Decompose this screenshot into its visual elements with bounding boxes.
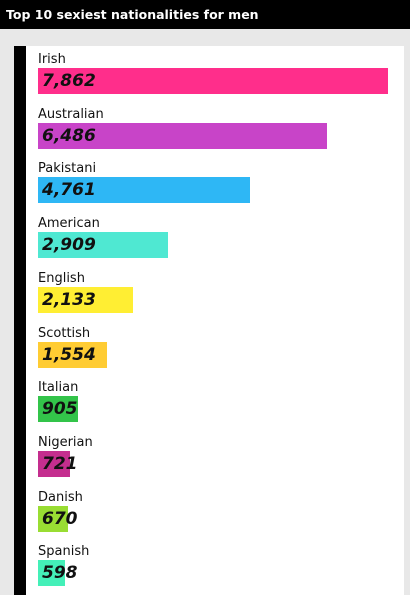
bar bbox=[38, 287, 133, 313]
bar-track: 598 bbox=[38, 560, 388, 586]
bar bbox=[38, 68, 388, 94]
bar bbox=[38, 342, 107, 368]
value-label: 7,862 bbox=[42, 71, 96, 91]
category-label: Spanish bbox=[38, 544, 90, 559]
category-label: English bbox=[38, 271, 85, 286]
bar-track: 6,486 bbox=[38, 123, 388, 149]
bar bbox=[38, 232, 168, 258]
value-label: 6,486 bbox=[42, 126, 96, 146]
bar-track: 721 bbox=[38, 451, 388, 477]
bar-track: 905 bbox=[38, 396, 388, 422]
category-label: Nigerian bbox=[38, 435, 93, 450]
bar-track: 1,554 bbox=[38, 342, 388, 368]
category-label: American bbox=[38, 216, 100, 231]
bar-track: 2,909 bbox=[38, 232, 388, 258]
bar bbox=[38, 396, 78, 422]
value-label: 721 bbox=[42, 454, 78, 474]
bar bbox=[38, 177, 250, 203]
chart-title: Top 10 sexiest nationalities for men bbox=[0, 0, 410, 29]
value-label: 598 bbox=[42, 563, 78, 583]
value-label: 670 bbox=[42, 509, 78, 529]
bar bbox=[38, 560, 65, 586]
bar bbox=[38, 123, 327, 149]
bar-track: 2,133 bbox=[38, 287, 388, 313]
bar bbox=[38, 506, 68, 532]
value-label: 2,133 bbox=[42, 290, 96, 310]
value-label: 905 bbox=[42, 399, 78, 419]
category-label: Danish bbox=[38, 490, 83, 505]
category-label: Scottish bbox=[38, 326, 91, 341]
value-label: 4,761 bbox=[42, 180, 96, 200]
value-label: 2,909 bbox=[42, 235, 96, 255]
accent-bar bbox=[14, 46, 26, 595]
bar-track: 670 bbox=[38, 506, 388, 532]
category-label: Irish bbox=[38, 52, 66, 67]
category-label: Italian bbox=[38, 380, 79, 395]
value-label: 1,554 bbox=[42, 345, 96, 365]
bar-track: 4,761 bbox=[38, 177, 388, 203]
category-label: Pakistani bbox=[38, 161, 97, 176]
bar bbox=[38, 451, 70, 477]
category-label: Australian bbox=[38, 107, 104, 122]
bar-track: 7,862 bbox=[38, 68, 388, 94]
